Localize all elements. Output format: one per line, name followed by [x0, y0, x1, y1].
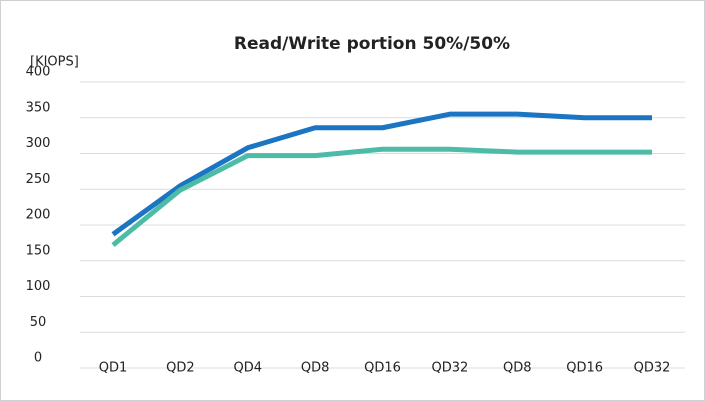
y-tick-label: 250	[26, 172, 51, 187]
y-tick-label: 400	[26, 65, 51, 80]
x-tick-label: QD32	[431, 361, 468, 376]
y-tick-label: 150	[26, 243, 51, 258]
y-tick-label: 300	[26, 136, 51, 151]
x-tick-label: QD8	[503, 361, 532, 376]
y-axis-label: [KIOPS]	[30, 55, 79, 70]
x-tick-label: QD4	[233, 361, 262, 376]
x-tick-label: QD2	[166, 361, 195, 376]
x-tick-label: QD8	[301, 361, 330, 376]
y-tick-label: 100	[26, 279, 51, 294]
x-tick-label: QD32	[634, 361, 671, 376]
data-line	[111, 111, 652, 237]
chart-title: Read/Write portion 50%/50%	[234, 34, 510, 54]
x-tick-label: QD1	[99, 361, 128, 376]
y-tick-label: 200	[26, 208, 51, 223]
data-line	[111, 146, 652, 247]
x-tick-label: QD16	[364, 361, 401, 376]
y-tick-label: 0	[34, 351, 42, 366]
x-tick-label: QD16	[566, 361, 603, 376]
y-tick-label: 350	[26, 100, 51, 115]
y-tick-label: 50	[30, 315, 47, 330]
